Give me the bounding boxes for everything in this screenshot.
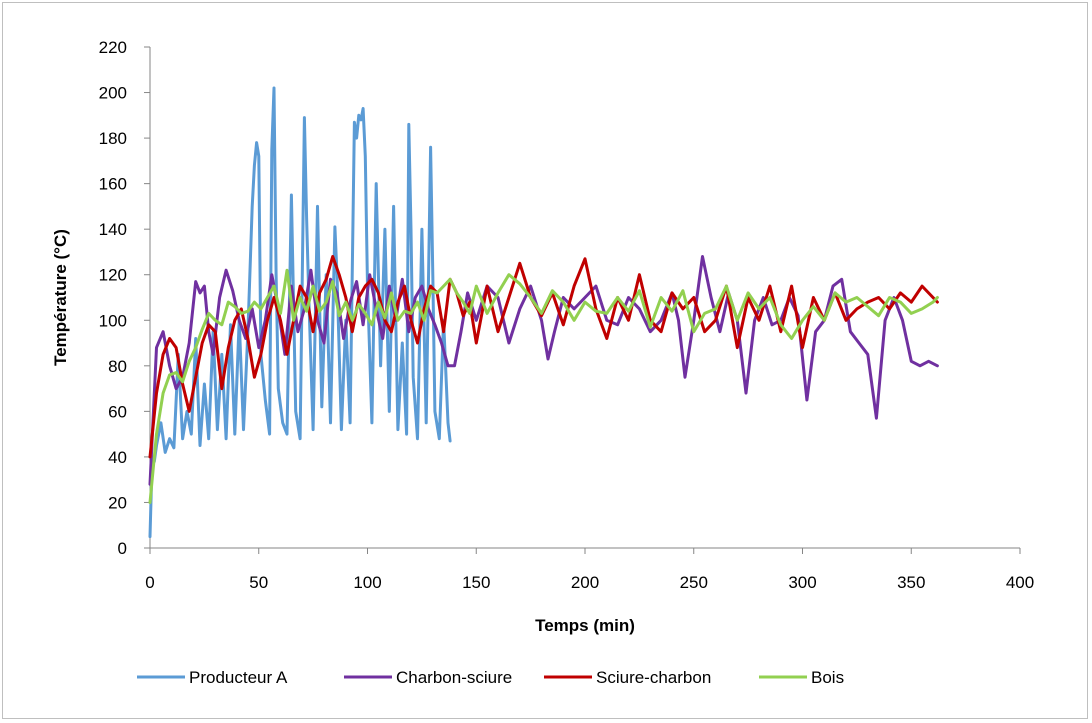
x-tick-label: 150 xyxy=(462,573,490,592)
x-axis-title: Temps (min) xyxy=(535,616,635,635)
x-tick-label: 0 xyxy=(145,573,154,592)
y-axis-title: Température (°C) xyxy=(51,229,70,366)
y-tick-label: 80 xyxy=(108,357,127,376)
legend-label: Sciure-charbon xyxy=(596,668,711,687)
x-tick-label: 300 xyxy=(788,573,816,592)
series-line-1 xyxy=(148,255,939,486)
y-tick-label: 120 xyxy=(99,266,127,285)
x-tick-label: 50 xyxy=(249,573,268,592)
x-tick-label: 250 xyxy=(680,573,708,592)
y-tick-label: 180 xyxy=(99,129,127,148)
plot-area xyxy=(148,86,939,539)
y-tick-label: 60 xyxy=(108,402,127,421)
series-line-0 xyxy=(148,86,452,539)
y-axis-ticks: 0 20 40 60 80 100 120 140 160 180 200 220 xyxy=(99,38,150,558)
x-tick-label: 350 xyxy=(897,573,925,592)
legend-label: Charbon-sciure xyxy=(396,668,512,687)
x-axis-ticks: 0 50 100 150 200 250 300 350 400 xyxy=(145,548,1034,592)
y-tick-label: 0 xyxy=(118,539,127,558)
y-tick-label: 100 xyxy=(99,311,127,330)
legend: Producteur A Charbon-sciure Sciure-charbon… xyxy=(137,668,844,687)
y-tick-label: 220 xyxy=(99,38,127,57)
y-tick-label: 200 xyxy=(99,84,127,103)
y-tick-label: 140 xyxy=(99,220,127,239)
legend-label: Bois xyxy=(811,668,844,687)
x-tick-label: 400 xyxy=(1006,573,1034,592)
x-tick-label: 100 xyxy=(353,573,381,592)
y-tick-label: 160 xyxy=(99,175,127,194)
y-tick-label: 40 xyxy=(108,448,127,467)
legend-label: Producteur A xyxy=(189,668,288,687)
x-tick-label: 200 xyxy=(571,573,599,592)
y-tick-label: 20 xyxy=(108,493,127,512)
series-line-3 xyxy=(148,268,939,504)
